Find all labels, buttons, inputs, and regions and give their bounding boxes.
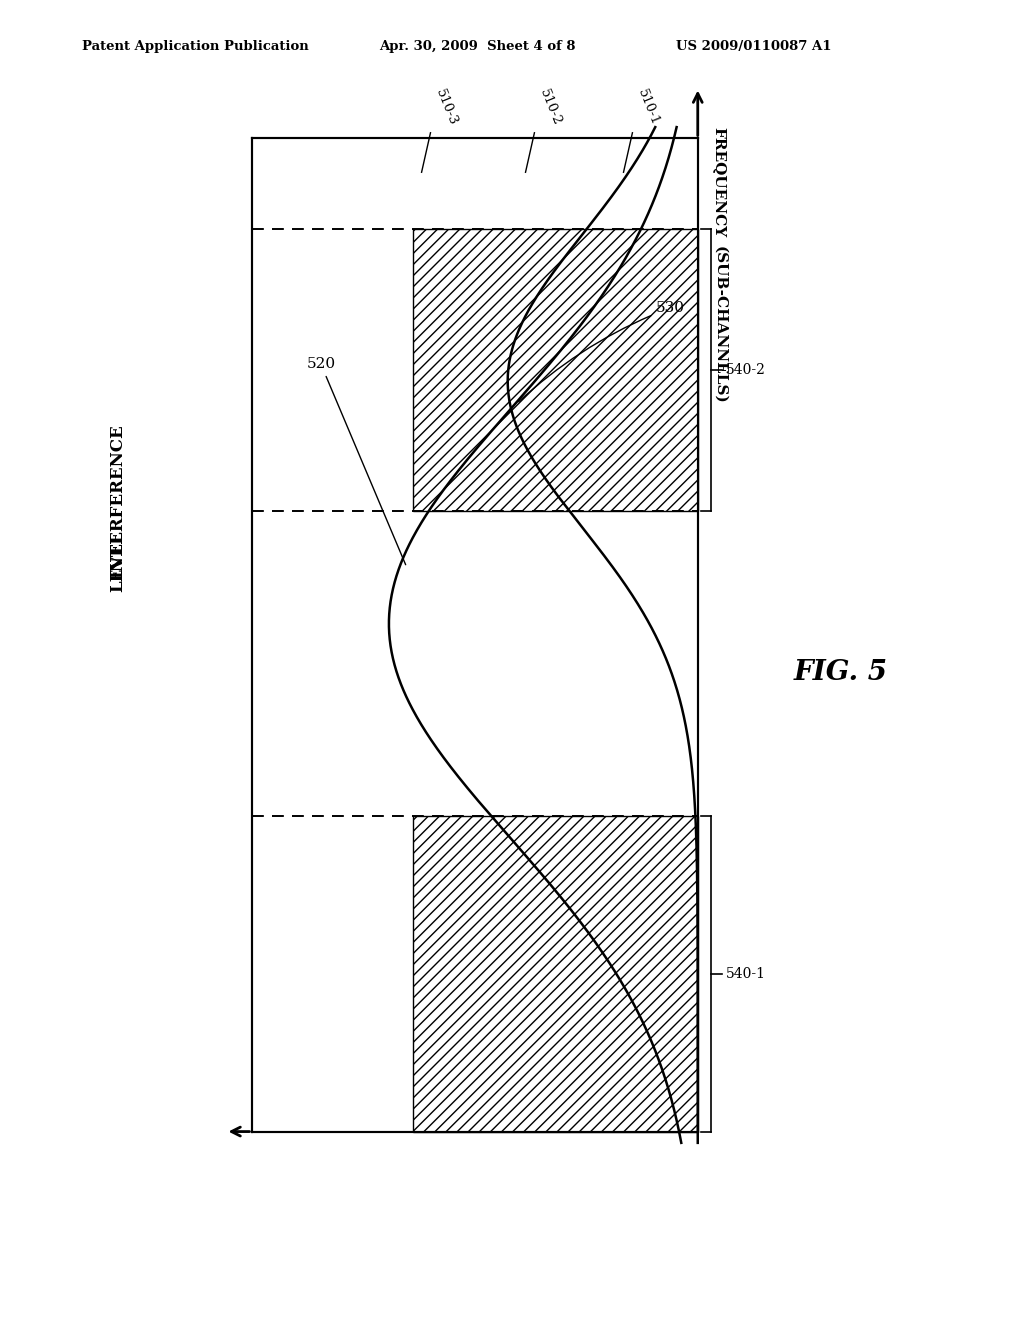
Text: 530: 530 [518, 301, 685, 401]
Text: 520: 520 [306, 358, 406, 565]
Text: 540-1: 540-1 [726, 966, 766, 981]
Text: FREQUENCY: FREQUENCY [713, 127, 727, 238]
Text: US 2009/0110087 A1: US 2009/0110087 A1 [676, 40, 831, 53]
Text: Patent Application Publication: Patent Application Publication [82, 40, 308, 53]
Text: LEVEL: LEVEL [110, 531, 126, 591]
Text: 510-1: 510-1 [635, 87, 662, 127]
Text: 540-2: 540-2 [726, 363, 766, 376]
Text: (SUB-CHANNELS): (SUB-CHANNELS) [713, 246, 727, 404]
Polygon shape [413, 816, 697, 1131]
Text: FIG. 5: FIG. 5 [794, 659, 888, 686]
Text: INTERFERENCE: INTERFERENCE [110, 425, 126, 578]
Text: 510-3: 510-3 [433, 87, 460, 127]
Polygon shape [413, 228, 697, 511]
Text: Apr. 30, 2009  Sheet 4 of 8: Apr. 30, 2009 Sheet 4 of 8 [379, 40, 575, 53]
Text: 510-2: 510-2 [538, 87, 564, 127]
